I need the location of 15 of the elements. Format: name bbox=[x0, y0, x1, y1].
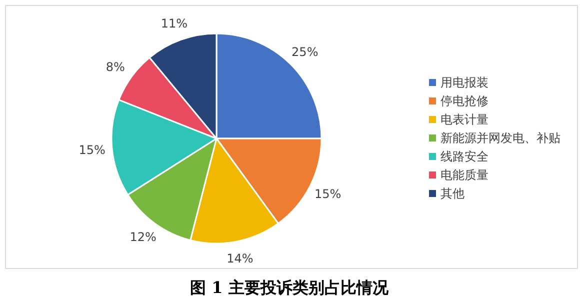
legend-label: 电能质量 bbox=[440, 168, 488, 182]
legend-label: 停电抢修 bbox=[440, 94, 488, 108]
legend-label: 电表计量 bbox=[440, 112, 488, 126]
legend-label: 新能源并网发电、补贴 bbox=[440, 131, 560, 145]
data-label: 8% bbox=[106, 60, 125, 74]
data-label: 25% bbox=[292, 45, 318, 60]
data-label: 14% bbox=[226, 251, 254, 266]
legend-label: 其他 bbox=[440, 186, 464, 200]
text: 图 1 主要投诉类别占比情况 bbox=[190, 278, 390, 297]
legend-label: 线路安全 bbox=[440, 150, 488, 164]
data-label: 15% bbox=[314, 186, 342, 201]
data-label: 12% bbox=[130, 230, 156, 244]
legend-label: 用电报装 bbox=[440, 76, 488, 90]
data-label: 11% bbox=[160, 16, 188, 31]
data-label: 15% bbox=[78, 142, 106, 157]
